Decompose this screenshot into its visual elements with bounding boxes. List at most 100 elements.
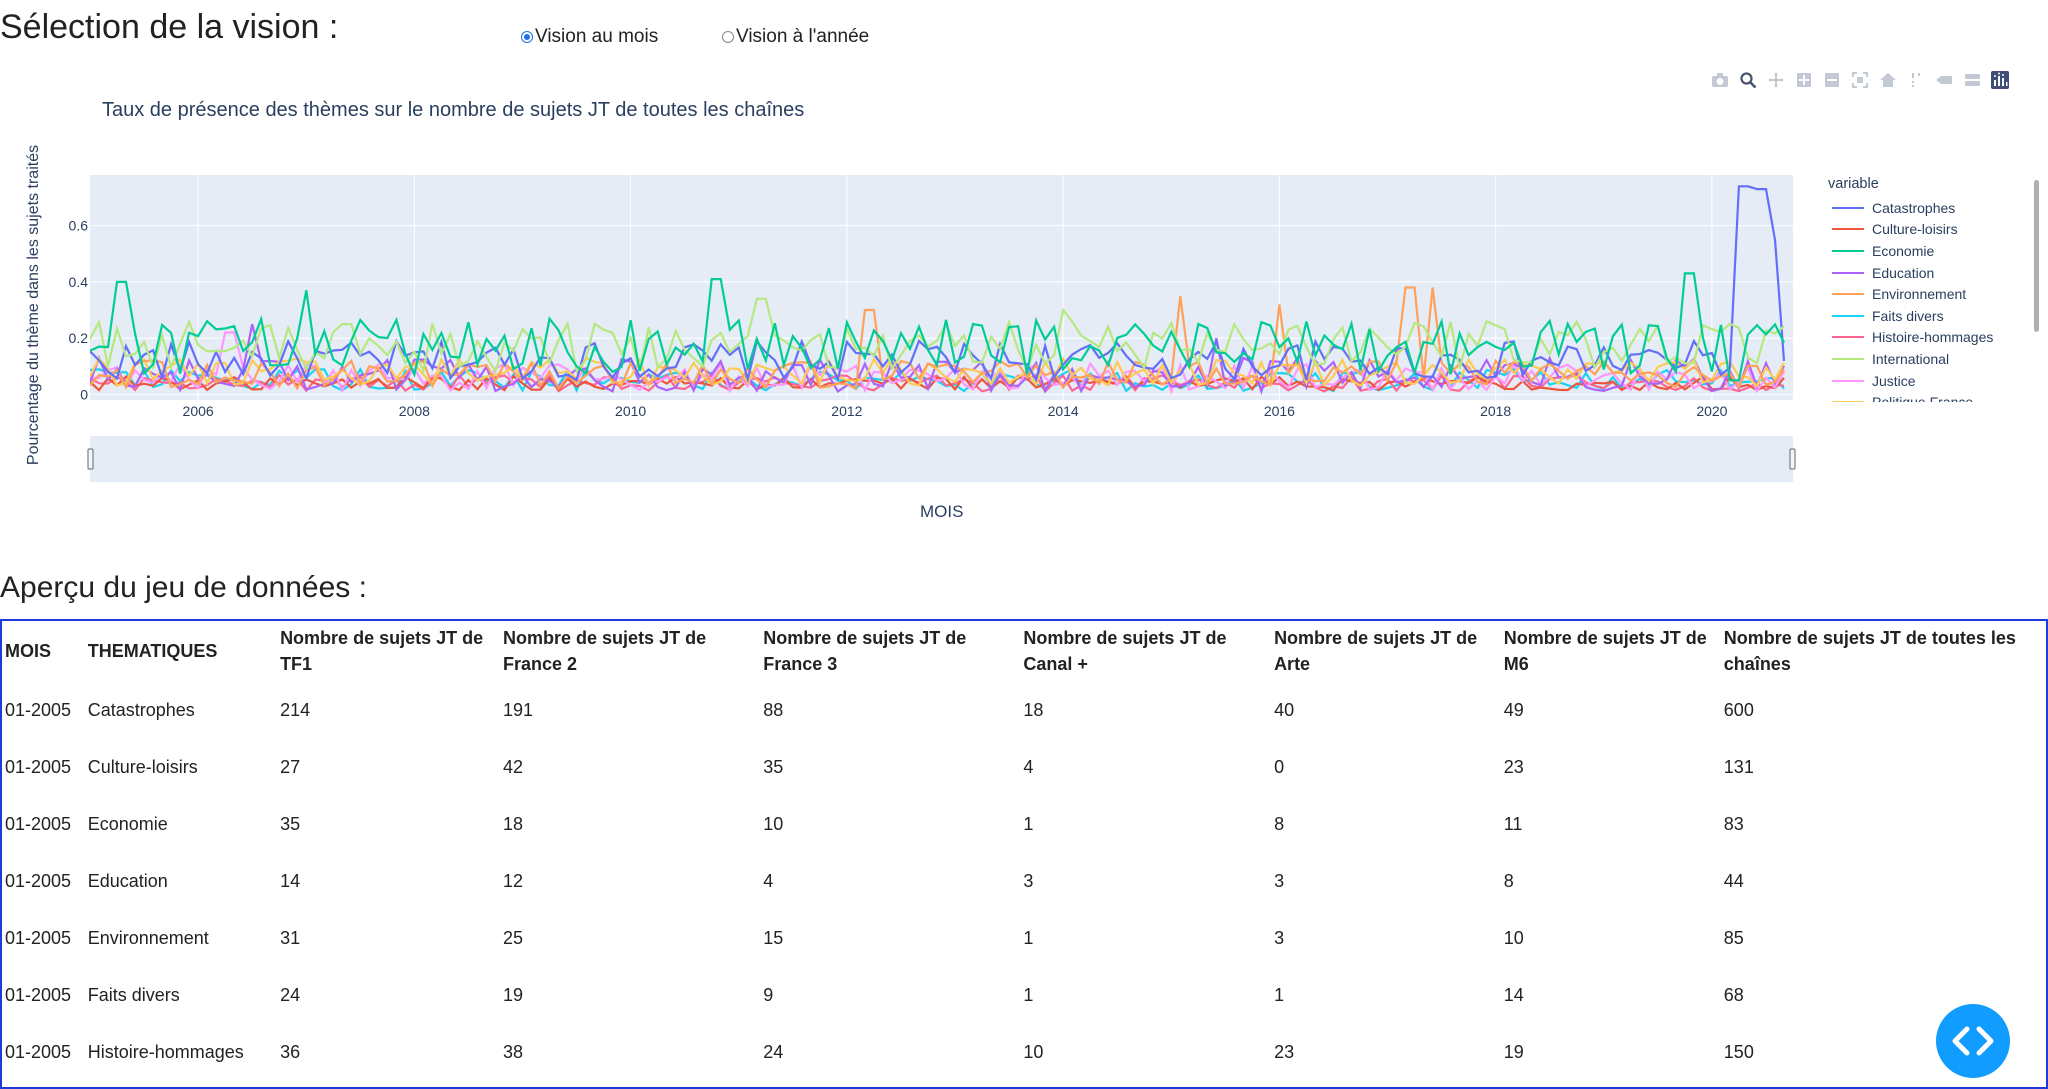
x-axis-label: MOIS	[920, 502, 964, 521]
autoscale-icon[interactable]	[1848, 68, 1872, 92]
legend-swatch	[1832, 357, 1864, 360]
series-line-histoire-hommages	[90, 373, 1785, 394]
table-cell: 0	[1274, 756, 1285, 777]
column-header[interactable]: Nombre de sujets JT de TF1	[280, 628, 484, 674]
table-cell: 1	[1023, 984, 1034, 1005]
column-header[interactable]: Nombre de sujets JT de France 2	[503, 628, 707, 674]
radio-dot-selected[interactable]	[521, 31, 533, 43]
table-cell: 4	[763, 870, 774, 891]
chart-legend[interactable]: variable Catastrophes Culture-loisirs Econ…	[1828, 176, 2010, 402]
column-header[interactable]: Nombre de sujets JT de France 3	[763, 628, 967, 674]
legend-scrollbar[interactable]	[2034, 180, 2039, 332]
legend-item[interactable]: Justice	[1828, 370, 2010, 392]
legend-swatch	[1832, 401, 1864, 402]
legend-swatch	[1832, 293, 1864, 296]
series-line-economie	[90, 272, 1785, 382]
legend-label: Environnement	[1872, 286, 1967, 303]
table-cell: 4	[1023, 756, 1034, 777]
legend-label: Faits divers	[1872, 307, 1944, 324]
column-header[interactable]: Nombre de sujets JT de Canal +	[1023, 628, 1227, 674]
table-cell: 8	[1503, 870, 1514, 891]
hover-closest-icon[interactable]	[1932, 68, 1956, 92]
legend-label: Culture-loisirs	[1872, 221, 1958, 238]
table-cell: 9	[763, 984, 774, 1005]
chart-modebar	[1708, 68, 2016, 92]
y-axis-label: Pourcentage du thème dans les sujets tra…	[25, 144, 42, 466]
table-cell: 85	[1723, 927, 1744, 948]
zoom-out-icon[interactable]	[1820, 68, 1844, 92]
radio-dot-unselected[interactable]	[722, 31, 734, 43]
pan-icon[interactable]	[1764, 68, 1788, 92]
column-header[interactable]: MOIS	[5, 641, 52, 661]
radio-vision-month[interactable]: Vision au mois	[521, 26, 658, 48]
series-line-justice	[90, 331, 1785, 395]
legend-item[interactable]: International	[1828, 348, 2010, 370]
zoom-icon[interactable]	[1736, 68, 1760, 92]
vision-title: Sélection de la vision :	[0, 8, 339, 46]
table-cell: 42	[503, 756, 524, 777]
column-header[interactable]: Nombre de sujets JT de M6	[1503, 628, 1707, 674]
table-row[interactable]: 01-​2005 Economie 35 18 10 1 8 11 83	[2, 795, 2046, 852]
legend-label: Economie	[1872, 242, 1935, 259]
data-table[interactable]: MOIS THEMATIQUES Nombre de sujets JT de TF…	[0, 619, 2048, 1089]
column-header[interactable]: Nombre de sujets JT de toutes les chaîne…	[1723, 628, 2016, 674]
table-cell: Economie	[87, 813, 168, 834]
legend-label: Justice	[1872, 372, 1916, 389]
code-toggle-button[interactable]	[1936, 1004, 2010, 1078]
table-cell: 35	[763, 756, 784, 777]
legend-item[interactable]: Education	[1828, 262, 2010, 284]
table-cell: 10	[1023, 1041, 1044, 1062]
spike-lines-icon[interactable]	[1904, 68, 1928, 92]
table-row[interactable]: 01-​2005 Catastrophes 214 191 88 18 40 49 600	[2, 681, 2046, 738]
legend-item[interactable]: Catastrophes	[1828, 197, 2010, 219]
camera-icon[interactable]	[1708, 68, 1732, 92]
column-header[interactable]: THEMATIQUES	[87, 641, 218, 661]
table-row[interactable]: 01-​2005 Environnement 31 25 15 1 3 10 85	[2, 909, 2046, 966]
table-row[interactable]: 01-​2005 Education 14 12 4 3 3 8 44	[2, 852, 2046, 909]
legend-item[interactable]: Culture-loisirs	[1828, 219, 2010, 241]
table-row[interactable]: 01-​2005 Faits divers 24 19 9 1 1 14 68	[2, 966, 2046, 1023]
line-chart[interactable]: 2006 2008 2010 2012 2014 2016 2018 2020 0 0.2 0.4 0…	[0, 80, 1830, 500]
table-cell: 18	[1023, 699, 1044, 720]
legend-swatch	[1832, 314, 1864, 317]
table-cell: 600	[1723, 699, 1754, 720]
column-header[interactable]: Nombre de sujets JT de Arte	[1274, 628, 1478, 674]
reset-axes-icon[interactable]	[1876, 68, 1900, 92]
table-cell: 83	[1723, 813, 1744, 834]
y-tick-label: 0.4	[69, 274, 89, 290]
zoom-in-icon[interactable]	[1792, 68, 1816, 92]
legend-label: International	[1872, 350, 1950, 367]
plotly-logo-icon[interactable]	[1988, 68, 2012, 92]
table-cell: 18	[503, 813, 524, 834]
y-tick-label: 0.2	[69, 330, 89, 346]
table-row[interactable]: 01-​2005 Culture-loisirs 27 42 35 4 0 23 131	[2, 738, 2046, 795]
table-cell: 131	[1723, 756, 1754, 777]
table-cell: 23	[1503, 756, 1524, 777]
table-cell: 214	[280, 699, 311, 720]
code-brackets-icon	[1952, 1026, 1994, 1056]
table-cell: 88	[763, 699, 784, 720]
legend-item[interactable]: Environnement	[1828, 283, 2010, 305]
legend-item[interactable]: Histoire-hommages	[1828, 327, 2010, 349]
x-tick-label: 2010	[615, 403, 646, 419]
table-cell: 01-​2005	[5, 756, 72, 777]
hover-compare-icon[interactable]	[1960, 68, 1984, 92]
table-cell: 23	[1274, 1041, 1295, 1062]
table-cell: 3	[1274, 870, 1285, 891]
table-cell: 150	[1723, 1041, 1754, 1062]
legend-title: variable	[1828, 176, 1879, 192]
table-cell: Catastrophes	[87, 699, 195, 720]
x-tick-label: 2012	[831, 403, 862, 419]
table-cell: 01-​2005	[5, 1041, 72, 1062]
legend-item[interactable]: Politique France	[1828, 391, 2010, 402]
table-cell: 10	[1503, 927, 1524, 948]
y-tick-label: 0.6	[69, 218, 89, 234]
legend-label: Education	[1872, 264, 1935, 281]
radio-vision-year[interactable]: Vision à l'année	[722, 26, 869, 48]
table-cell: 14	[1503, 984, 1524, 1005]
table-row[interactable]: 01-​2005 Histoire-hommages 36 38 24 10 23 19 150	[2, 1023, 2046, 1080]
legend-item[interactable]: Economie	[1828, 240, 2010, 262]
table-cell: 44	[1723, 870, 1744, 891]
legend-item[interactable]: Faits divers	[1828, 305, 2010, 327]
table-cell: 12	[503, 870, 524, 891]
